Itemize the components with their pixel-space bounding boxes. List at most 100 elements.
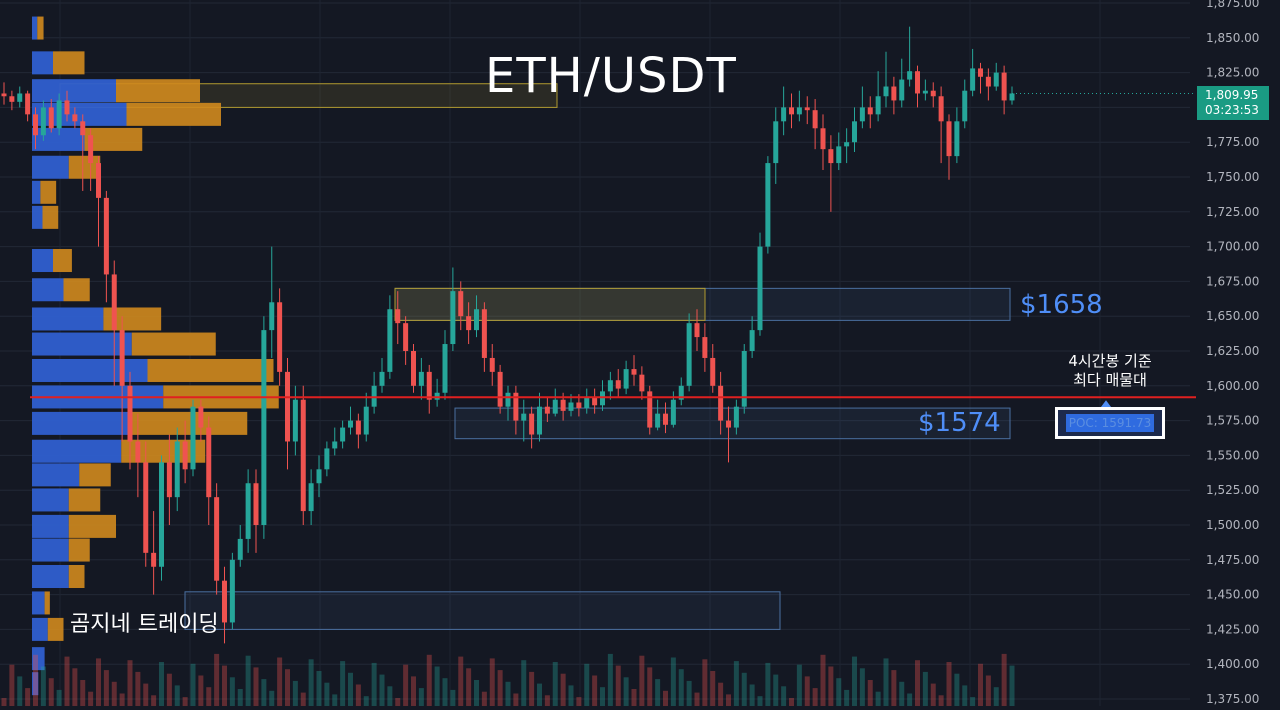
- profile-bar-sell: [44, 591, 50, 615]
- volume-bar: [828, 666, 834, 706]
- volume-bar: [1, 698, 7, 706]
- volume-bar: [143, 683, 149, 706]
- volume-bar: [537, 683, 542, 706]
- poc-note: 4시간봉 기준 최다 매물대: [1040, 352, 1180, 390]
- candle-body: [458, 291, 464, 317]
- candle-body: [395, 309, 401, 324]
- volume-bar: [72, 668, 78, 706]
- profile-bar-sell: [126, 102, 221, 126]
- volume-bar: [576, 697, 582, 706]
- candle-body: [72, 114, 78, 122]
- y-tick-label: 1,700.00: [1206, 240, 1259, 254]
- profile-bar-sell: [131, 332, 216, 356]
- candle-body: [544, 406, 550, 414]
- candle-body: [363, 406, 369, 435]
- candle-body: [159, 462, 164, 567]
- volume-bar: [56, 689, 62, 706]
- candle-body: [899, 79, 905, 101]
- volume-bar: [245, 655, 251, 706]
- volume-bar: [875, 691, 881, 706]
- volume-bar: [403, 664, 409, 706]
- candle-body: [308, 483, 314, 512]
- volume-bar: [560, 673, 566, 706]
- volume-bar: [607, 653, 613, 706]
- candle-body: [9, 96, 15, 102]
- candle-body: [741, 351, 747, 407]
- candle-body: [686, 323, 692, 386]
- volume-bar: [631, 689, 637, 706]
- volume-bar: [474, 680, 479, 706]
- y-tick-label: 1,600.00: [1206, 379, 1259, 393]
- candle-body: [875, 96, 881, 115]
- candle-body: [143, 462, 149, 553]
- zone-bottom: [184, 591, 781, 630]
- volume-bar: [340, 661, 346, 706]
- poc-note-line1: 4시간봉 기준: [1068, 352, 1152, 370]
- candle-body: [922, 90, 928, 94]
- candle-body: [182, 441, 188, 470]
- candle-body: [521, 413, 527, 421]
- volume-bar: [497, 670, 503, 706]
- y-tick-label: 1,775.00: [1206, 135, 1259, 149]
- profile-bar-buy: [32, 180, 41, 204]
- volume-bar: [899, 681, 905, 706]
- watermark-text: 곰지네 트레이딩: [70, 612, 219, 637]
- volume-bar: [166, 673, 172, 706]
- profile-bar-buy: [32, 332, 132, 356]
- profile-bar-buy: [32, 439, 122, 463]
- candle-body: [481, 309, 487, 358]
- profile-bar-buy: [32, 16, 38, 40]
- candle-body: [607, 380, 613, 392]
- candle-body: [442, 344, 448, 393]
- zone-upper: [394, 287, 1011, 321]
- volume-bar: [190, 663, 196, 706]
- candle-body: [340, 427, 346, 442]
- volume-bar: [930, 683, 936, 706]
- candle-body: [269, 302, 275, 331]
- candle-body: [292, 399, 298, 442]
- volume-bar: [765, 662, 771, 706]
- profile-bar-buy: [32, 127, 85, 151]
- profile-bar-sell: [53, 51, 85, 75]
- candle-body: [229, 559, 235, 623]
- volume-bar: [592, 675, 598, 706]
- candle-body: [749, 330, 755, 351]
- candle-body: [796, 107, 802, 115]
- volume-bar: [907, 693, 913, 706]
- volume-bar: [670, 657, 676, 706]
- volume-bar: [237, 689, 243, 706]
- volume-bar: [363, 696, 369, 706]
- volume-bar: [954, 673, 960, 706]
- candle-body: [631, 369, 637, 375]
- candle-body: [489, 357, 495, 372]
- volume-bar: [749, 684, 755, 706]
- profile-bar-sell: [79, 463, 111, 487]
- y-tick-label: 1,575.00: [1206, 414, 1259, 428]
- profile-bar-buy: [32, 591, 45, 615]
- candle-body: [348, 420, 353, 428]
- candle-body: [828, 149, 834, 164]
- y-tick-label: 1,375.00: [1206, 692, 1259, 706]
- candle-body: [773, 121, 779, 164]
- candle-body: [198, 406, 204, 428]
- volume-bar: [40, 666, 46, 706]
- volume-bar: [915, 660, 920, 706]
- profile-bar-buy: [32, 155, 69, 179]
- candle-body: [379, 371, 385, 386]
- candle-body: [844, 142, 850, 147]
- volume-bar: [844, 689, 850, 706]
- profile-bar-buy: [32, 488, 69, 512]
- volume-bar: [922, 671, 928, 706]
- volume-bar: [702, 659, 708, 706]
- y-tick-label: 1,650.00: [1206, 309, 1259, 323]
- candle-body: [726, 420, 731, 428]
- volume-bar: [458, 656, 464, 706]
- volume-bar: [64, 656, 70, 706]
- volume-bar: [324, 682, 330, 706]
- candle-body: [513, 392, 519, 421]
- candle-body: [214, 497, 220, 581]
- volume-bar: [544, 695, 550, 706]
- profile-bar-buy: [32, 617, 48, 641]
